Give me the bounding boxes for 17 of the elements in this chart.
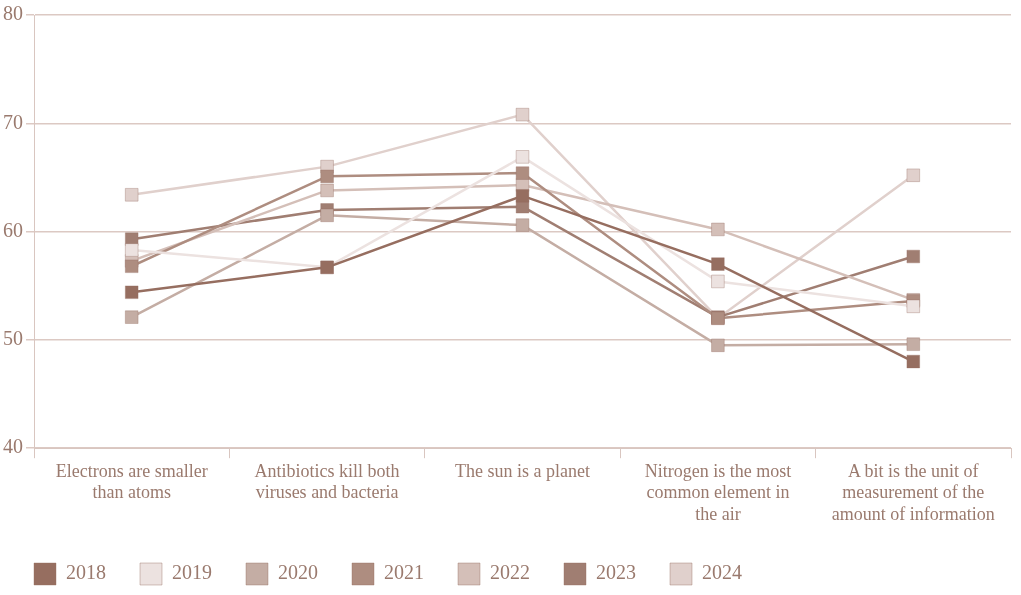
y-tick-label: 80 bbox=[3, 2, 23, 25]
legend-label: 2023 bbox=[596, 561, 636, 584]
y-tick-label: 60 bbox=[3, 218, 23, 241]
legend-label: 2019 bbox=[172, 561, 212, 584]
y-tick-label: 40 bbox=[3, 435, 23, 458]
x-tick-label: Electrons are smaller than atoms bbox=[55, 460, 208, 503]
legend-label: 2018 bbox=[66, 561, 106, 584]
x-tick-label: The sun is a planet bbox=[455, 460, 590, 481]
legend-label: 2024 bbox=[702, 561, 742, 584]
x-tick-label: Antibiotics kill both viruses and bacteria bbox=[254, 460, 400, 503]
x-tick-label: A bit is the unit of measurement of the amount of information bbox=[831, 460, 995, 524]
legend-label: 2020 bbox=[278, 561, 318, 584]
legend-label: 2022 bbox=[490, 561, 530, 584]
y-tick-label: 70 bbox=[3, 110, 23, 133]
y-tick-label: 50 bbox=[3, 327, 23, 350]
legend-label: 2021 bbox=[384, 561, 424, 584]
x-tick-label: Nitrogen is the most common element in the air bbox=[644, 460, 792, 524]
